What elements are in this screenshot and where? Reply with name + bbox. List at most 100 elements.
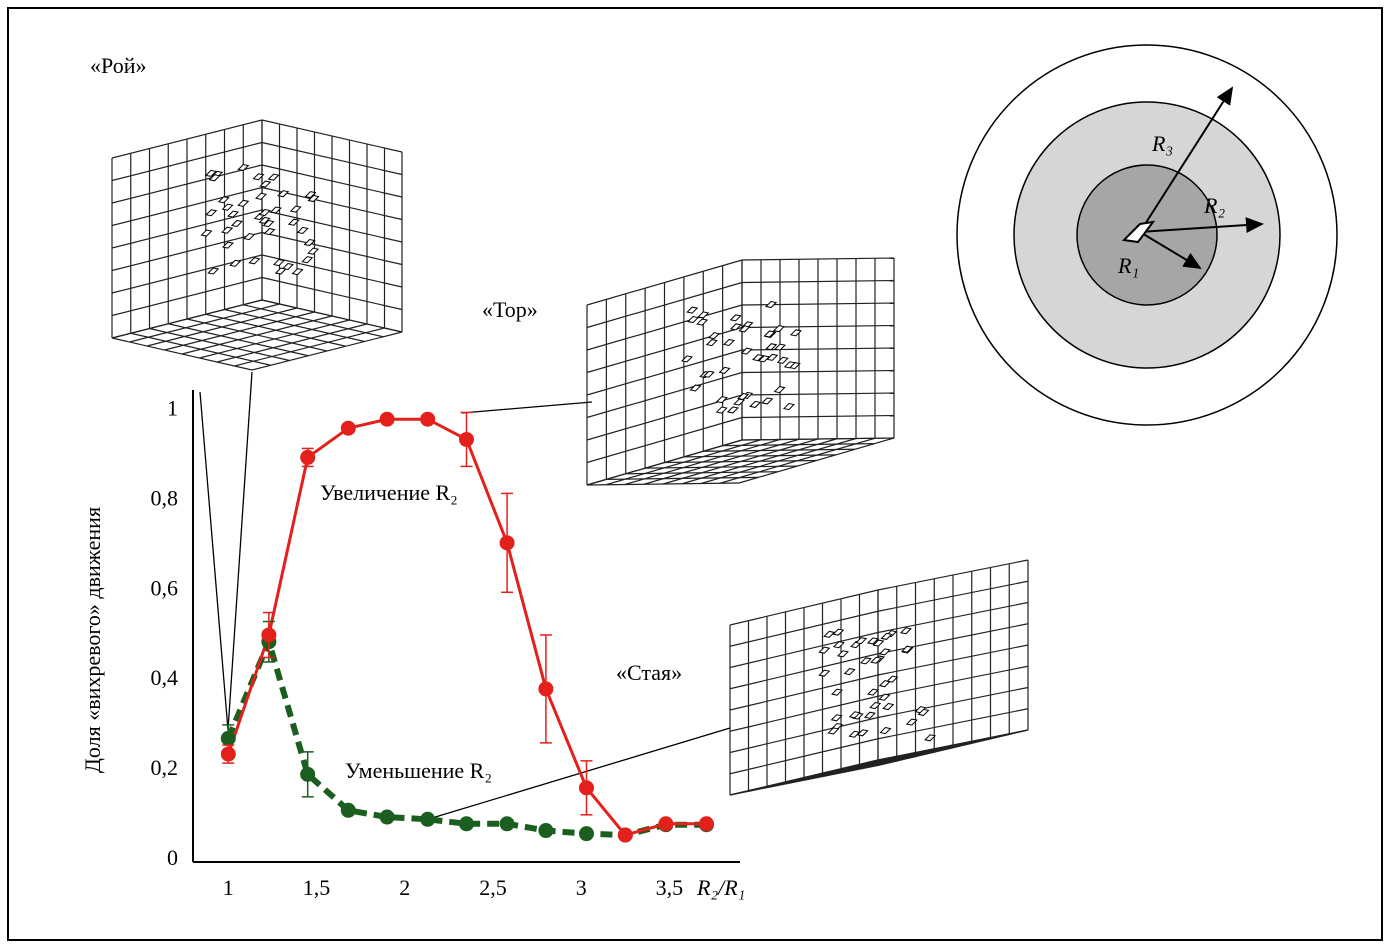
particle <box>720 367 730 373</box>
point <box>618 828 633 843</box>
particle <box>861 658 871 664</box>
point <box>300 450 315 465</box>
r1-label: R₁ <box>1117 253 1139 278</box>
particle <box>838 651 848 657</box>
particle <box>201 230 211 236</box>
box-grid-line <box>112 338 252 370</box>
x-axis-label: R₂/R₁ <box>696 875 745 900</box>
leader-line <box>228 372 252 730</box>
particle <box>264 229 274 235</box>
point <box>420 412 435 427</box>
x-tick-label: 2 <box>399 875 410 900</box>
trajectory-box <box>112 120 402 370</box>
particle <box>762 398 772 404</box>
box-grid-line <box>861 734 1009 769</box>
point <box>459 432 474 447</box>
particle <box>206 210 216 216</box>
particle <box>856 638 866 644</box>
particle <box>731 324 741 330</box>
annotation: «Стая» <box>616 660 682 685</box>
particle <box>880 649 890 655</box>
particle <box>269 174 279 180</box>
point <box>579 826 594 841</box>
point <box>380 412 395 427</box>
particle <box>709 333 719 339</box>
particle <box>230 260 240 266</box>
point <box>459 816 474 831</box>
box-grid-line <box>168 324 308 356</box>
particle <box>238 200 248 206</box>
y-tick-label: 0,4 <box>151 665 179 690</box>
figure: R₁ R₂ R₃ «Рой» «Тор» «Стая» Доля «вихрев… <box>0 0 1390 952</box>
zone-r1 <box>1077 165 1217 305</box>
zones-diagram: R₁ R₂ R₃ <box>957 45 1337 425</box>
particle <box>728 407 738 413</box>
point <box>699 816 714 831</box>
particle <box>784 404 794 410</box>
point <box>341 421 356 436</box>
box-grid-line <box>131 333 271 365</box>
series-label: Увеличение R₂ <box>320 480 458 505</box>
point <box>658 816 673 831</box>
trajectory-box <box>587 258 894 485</box>
particle <box>717 397 727 403</box>
particle <box>767 354 777 360</box>
point <box>261 627 276 642</box>
x-tick-label: 2,5 <box>479 875 507 900</box>
y-tick-label: 0,2 <box>151 755 179 780</box>
point <box>380 810 395 825</box>
box-grid-line <box>880 730 1028 765</box>
particle <box>724 339 734 345</box>
particle <box>871 657 881 663</box>
particle <box>274 260 284 266</box>
particle <box>687 307 697 313</box>
particle <box>765 331 775 337</box>
x-tick-label: 1,5 <box>303 875 331 900</box>
x-tick-label: 3,5 <box>656 875 684 900</box>
particle <box>887 676 897 682</box>
point <box>500 535 515 550</box>
point <box>538 681 553 696</box>
particle <box>308 248 318 254</box>
particle <box>925 735 935 741</box>
particle <box>707 340 717 346</box>
particle <box>880 728 890 734</box>
particle <box>819 647 829 653</box>
y-tick-label: 0,6 <box>151 575 179 600</box>
y-tick-label: 1 <box>167 396 178 421</box>
particle <box>291 206 301 212</box>
box-grid-line <box>217 324 367 362</box>
particle <box>832 715 842 721</box>
particle <box>222 227 232 233</box>
point <box>420 812 435 827</box>
r2-label: R₂ <box>1203 193 1225 218</box>
point <box>500 816 515 831</box>
particle <box>298 227 308 233</box>
x-tick-label: 1 <box>223 875 234 900</box>
particle <box>819 670 829 676</box>
particle <box>293 269 303 275</box>
point <box>579 780 594 795</box>
particle <box>698 312 708 318</box>
particle <box>697 319 707 325</box>
particle <box>256 193 266 199</box>
particle <box>302 257 312 263</box>
particle <box>283 264 293 270</box>
y-tick-label: 0,8 <box>151 485 179 510</box>
y-tick-label: 0 <box>167 845 178 870</box>
point <box>221 747 236 762</box>
particle <box>845 669 855 675</box>
particle <box>742 348 752 354</box>
particle <box>901 628 911 634</box>
point <box>341 803 356 818</box>
particle <box>249 258 259 264</box>
particle <box>902 646 912 652</box>
box-grid-line <box>150 329 290 361</box>
particle <box>690 385 700 391</box>
point <box>538 823 553 838</box>
box-grid-line <box>200 320 350 358</box>
x-tick-label: 3 <box>576 875 587 900</box>
box-grid-line <box>235 328 385 366</box>
box-grid-line <box>252 332 402 370</box>
particle <box>778 357 788 363</box>
